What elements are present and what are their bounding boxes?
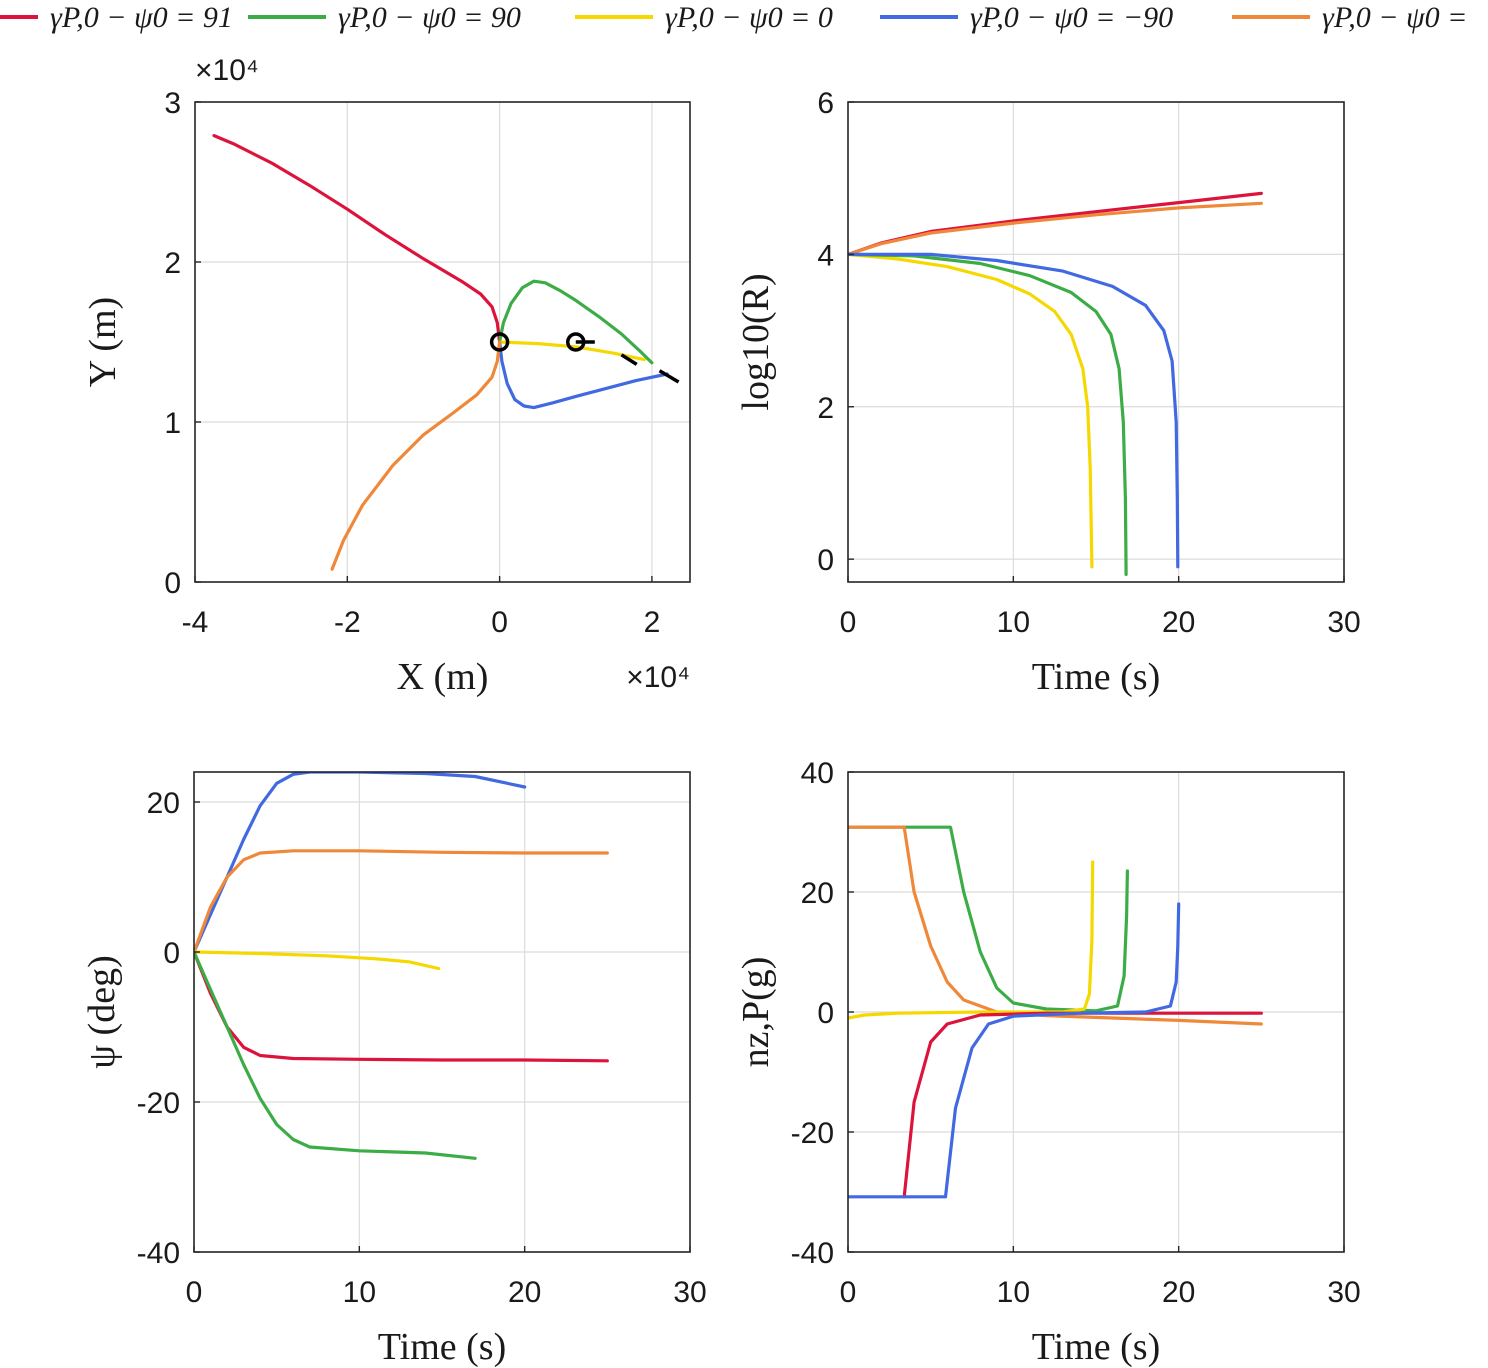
series-line [194, 950, 441, 971]
y-tick-label: -20 [791, 1117, 834, 1150]
plot-area [194, 772, 690, 1252]
series-line [330, 340, 502, 571]
legend-entry: γP,0 − ψ0 = [1232, 1, 1467, 34]
x-tick-label: 0 [186, 1276, 203, 1309]
x-tick-label: -4 [182, 606, 209, 639]
y-axis-label: nz,P(g) [735, 957, 777, 1068]
series-line [498, 279, 654, 365]
legend-entry: γP,0 − ψ0 = 90 [248, 1, 521, 34]
series-line [194, 950, 477, 1160]
y-tick-label: 2 [164, 247, 181, 280]
plot-area [195, 102, 690, 582]
x-tick-label: 30 [673, 1276, 706, 1309]
y-tick-label: -40 [137, 1237, 180, 1270]
x-axis-label: Time (s) [378, 1326, 506, 1368]
range-panel: 0 10 20 30 0 2 4 6 Time (s) log10(R) [735, 87, 1361, 698]
series-line [848, 252, 1094, 569]
x-tick-label: 20 [1162, 1276, 1195, 1309]
x-tick-label: 10 [343, 1276, 376, 1309]
x-tick-label: 0 [840, 1276, 857, 1309]
y-tick-label: -40 [791, 1237, 834, 1270]
heading-indicator [620, 353, 638, 366]
y-tick-label: 0 [817, 544, 834, 577]
axes-frame [193, 771, 691, 1253]
legend-entry: γP,0 − ψ0 = 91 [0, 1, 233, 34]
series-line [848, 825, 1263, 1026]
y-tick-label: -20 [137, 1087, 180, 1120]
legend-entry: γP,0 − ψ0 = 0 [575, 1, 833, 34]
legend-label: γP,0 − ψ0 = 0 [665, 1, 833, 34]
series-group [848, 191, 1263, 576]
axes-frame [194, 101, 691, 583]
y-tick-label: 1 [164, 407, 181, 440]
series-line [902, 1011, 1263, 1199]
x-axis-label: Time (s) [1032, 656, 1160, 698]
y-tick-label: 20 [801, 877, 834, 910]
trajectory-panel: -4 -2 0 2 0 1 2 3 X (m) Y (m) ×10⁴ ×10⁴ [82, 54, 691, 698]
x-tick-label: -2 [334, 606, 361, 639]
series-line [848, 201, 1263, 256]
x-tick-label: 0 [840, 606, 857, 639]
series-line [848, 252, 1128, 576]
y-tick-label: 3 [164, 87, 181, 120]
y-tick-label: 0 [164, 567, 181, 600]
series-group [212, 134, 669, 571]
series-line [194, 849, 609, 954]
legend-label: γP,0 − ψ0 = 91 [50, 1, 233, 34]
load-panel: 0 10 20 30 -40 -20 0 20 40 Time (s) nz,P(g) [735, 757, 1361, 1368]
x-tick-label: 0 [491, 606, 508, 639]
heading-indicator [658, 369, 680, 384]
y-axis-label: log10(R) [735, 273, 777, 410]
y-axis-label: ψ (deg) [81, 955, 123, 1068]
legend: γP,0 − ψ0 = 91 γP,0 − ψ0 = 90 γP,0 − ψ0 = … [0, 1, 1467, 34]
y-tick-label: 0 [817, 997, 834, 1030]
series-line [848, 902, 1181, 1199]
y-tick-label: 20 [147, 787, 180, 820]
y-tick-label: 4 [817, 239, 834, 272]
x-tick-label: 30 [1327, 1276, 1360, 1309]
legend-label: γP,0 − ψ0 = 90 [338, 1, 521, 34]
x-tick-label: 20 [508, 1276, 541, 1309]
x-tick-label: 30 [1327, 606, 1360, 639]
y-tick-label: 2 [817, 392, 834, 425]
y-tick-label: 6 [817, 87, 834, 120]
series-line [212, 134, 502, 344]
legend-entry: γP,0 − ψ0 = −90 [880, 1, 1173, 34]
legend-label: γP,0 − ψ0 = −90 [970, 1, 1173, 34]
series-group [194, 772, 609, 1160]
series-line [498, 340, 669, 410]
x-tick-label: 10 [997, 606, 1030, 639]
x-axis-label: Time (s) [1032, 1326, 1160, 1368]
y-tick-label: 40 [801, 757, 834, 790]
x-tick-label: 10 [997, 1276, 1030, 1309]
axes-frame [847, 101, 1345, 583]
y-axis-label: Y (m) [82, 297, 124, 387]
x-axis-label: X (m) [397, 656, 489, 698]
x-tick-label: 20 [1162, 606, 1195, 639]
x-exponent-label: ×10⁴ [626, 661, 690, 694]
x-tick-label: 2 [644, 606, 661, 639]
position-marker [489, 332, 510, 352]
plot-area [848, 102, 1344, 582]
series-line [848, 825, 1129, 1013]
y-tick-label: 0 [163, 937, 180, 970]
y-exponent-label: ×10⁴ [195, 54, 259, 87]
position-marker [566, 332, 586, 352]
series-group [848, 825, 1263, 1199]
series-line [848, 252, 1180, 569]
legend-label: γP,0 − ψ0 = [1322, 1, 1467, 34]
